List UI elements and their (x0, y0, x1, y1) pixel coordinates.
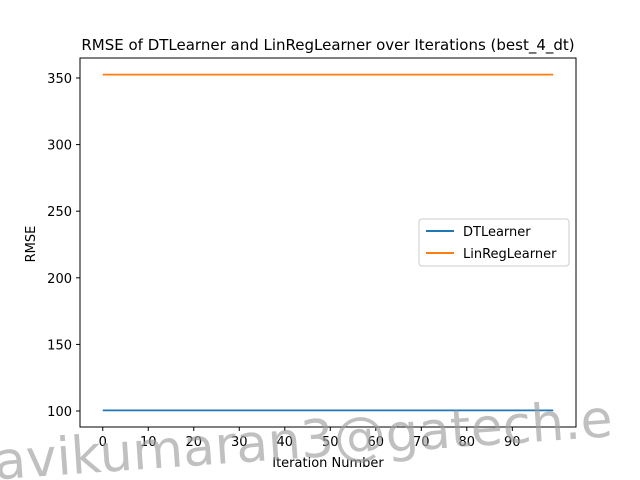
legend-label-linreglearner: LinRegLearner (463, 247, 557, 262)
series-layer (102, 73, 554, 412)
x-tick-label: 60 (368, 435, 385, 450)
chart-title: RMSE of DTLearner and LinRegLearner over… (81, 36, 574, 55)
y-tick-label: 350 (47, 72, 72, 87)
x-tick-label: 90 (504, 435, 521, 450)
x-tick-label: 10 (140, 435, 157, 450)
x-tick-label: 80 (459, 435, 476, 450)
x-tick-label: 0 (99, 435, 107, 450)
y-tick-label: 100 (47, 405, 72, 420)
x-tick-label: 20 (185, 435, 202, 450)
legend-box (418, 218, 570, 267)
x-tick-label: 50 (322, 435, 339, 450)
x-tick-label: 30 (231, 435, 248, 450)
x-tick-label: 70 (413, 435, 430, 450)
x-axis-label: Iteration Number (272, 456, 384, 471)
y-axis-label: RMSE (24, 226, 39, 263)
y-tick-label: 250 (47, 205, 72, 220)
legend-label-dtlearner: DTLearner (463, 225, 531, 240)
legend: DTLearner LinRegLearner (418, 218, 570, 267)
y-axis: 100 150 200 250 300 350 (47, 72, 80, 420)
y-tick-label: 300 (47, 139, 72, 154)
y-tick-label: 150 (47, 338, 72, 353)
y-tick-label: 200 (47, 272, 72, 287)
x-axis: 0 10 20 30 40 50 60 70 80 90 (99, 427, 521, 450)
plot-area (79, 57, 577, 428)
x-tick-label: 40 (276, 435, 293, 450)
